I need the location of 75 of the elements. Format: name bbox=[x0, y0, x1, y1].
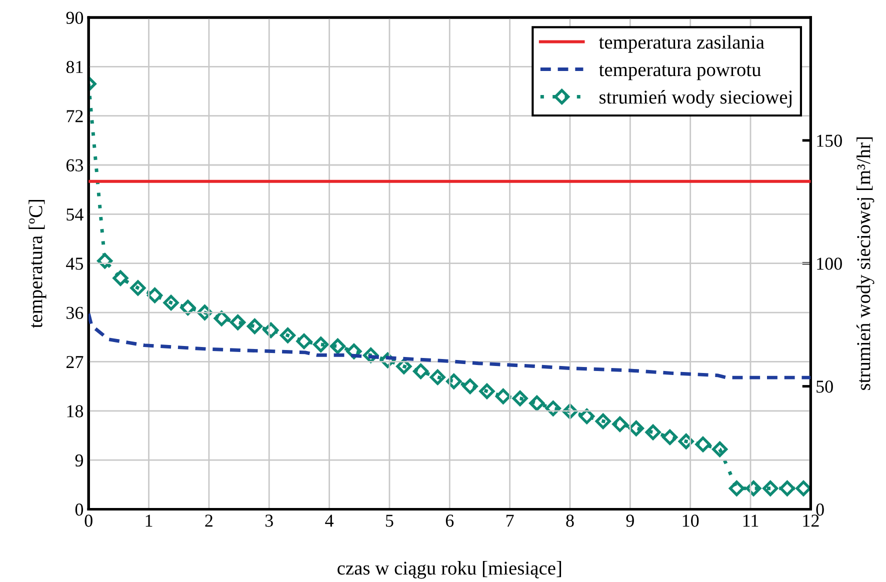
x-tick-label: 0 bbox=[84, 514, 92, 527]
x-tick-label: 9 bbox=[626, 514, 634, 527]
y-tick-label: 0 bbox=[75, 504, 84, 516]
y-tick-label: 27 bbox=[66, 356, 84, 368]
point bbox=[579, 408, 595, 424]
point bbox=[762, 480, 778, 496]
y-tick-label: 18 bbox=[67, 405, 84, 418]
point bbox=[296, 334, 312, 350]
point bbox=[612, 416, 628, 432]
point bbox=[196, 304, 213, 320]
x-tick-label: 5 bbox=[386, 514, 394, 527]
y2-axis-title: strumień wody sieciowej [m³/hr] bbox=[856, 137, 874, 390]
point bbox=[512, 390, 528, 406]
point bbox=[330, 338, 346, 354]
point bbox=[180, 300, 196, 316]
y-tick-label: 72 bbox=[66, 110, 83, 122]
point bbox=[695, 436, 711, 452]
x-tick-label: 12 bbox=[803, 514, 819, 527]
point bbox=[712, 441, 728, 458]
point bbox=[495, 388, 511, 404]
x-tick-label: 6 bbox=[446, 514, 454, 527]
y-tick-label: 90 bbox=[66, 12, 84, 24]
y-tick-label: 9 bbox=[75, 454, 83, 467]
point bbox=[163, 294, 179, 310]
point bbox=[230, 314, 246, 330]
legend-label: strumień wody sieciowej bbox=[600, 90, 792, 108]
y-axis-title: temperatura [ºC] bbox=[28, 200, 46, 328]
point bbox=[246, 318, 262, 334]
point bbox=[446, 374, 462, 390]
point bbox=[263, 322, 279, 338]
x-tick-label: 8 bbox=[566, 514, 574, 527]
legend-label: temperatura powrotu bbox=[598, 65, 761, 80]
point bbox=[529, 395, 545, 412]
x-tick-label: 10 bbox=[682, 514, 699, 527]
point bbox=[412, 364, 429, 380]
x-tick-label: 4 bbox=[325, 514, 334, 527]
x-axis-title: czas w ciągu roku [miesiące] bbox=[338, 561, 562, 579]
point bbox=[562, 404, 578, 420]
point bbox=[728, 480, 744, 496]
y2-tick-label: 0 bbox=[816, 504, 824, 516]
point bbox=[396, 358, 412, 374]
point bbox=[779, 480, 795, 496]
point bbox=[130, 280, 146, 296]
point bbox=[645, 424, 661, 440]
y-tick-label: 54 bbox=[66, 208, 84, 221]
point bbox=[462, 378, 478, 394]
point bbox=[97, 253, 113, 269]
point bbox=[112, 270, 128, 286]
point bbox=[796, 480, 811, 496]
x-tick-label: 7 bbox=[506, 514, 514, 527]
x-tick-label: 11 bbox=[743, 514, 758, 527]
y-tick-label: 63 bbox=[66, 159, 84, 172]
point bbox=[147, 288, 163, 304]
legend-label: temperatura zasilania bbox=[598, 35, 764, 53]
x-tick-label: 2 bbox=[205, 514, 212, 527]
y-tick-label: 36 bbox=[66, 306, 84, 319]
point bbox=[430, 369, 446, 385]
point bbox=[628, 420, 644, 436]
line-series bbox=[88, 312, 811, 380]
point bbox=[479, 383, 495, 399]
x-tick-label: 3 bbox=[265, 514, 273, 527]
x-tick-label: 1 bbox=[146, 514, 152, 527]
point bbox=[214, 310, 230, 326]
point bbox=[662, 429, 678, 445]
point bbox=[313, 336, 329, 352]
y2-tick-label: 150 bbox=[817, 134, 842, 147]
point bbox=[545, 400, 561, 416]
y2-tick-label: 50 bbox=[816, 380, 833, 393]
point bbox=[280, 328, 296, 344]
y-tick-label: 81 bbox=[66, 60, 83, 74]
point bbox=[678, 434, 694, 450]
point bbox=[595, 413, 611, 429]
y-tick-label: 45 bbox=[66, 258, 84, 270]
y2-tick-label: 100 bbox=[817, 258, 842, 270]
point bbox=[746, 480, 762, 496]
